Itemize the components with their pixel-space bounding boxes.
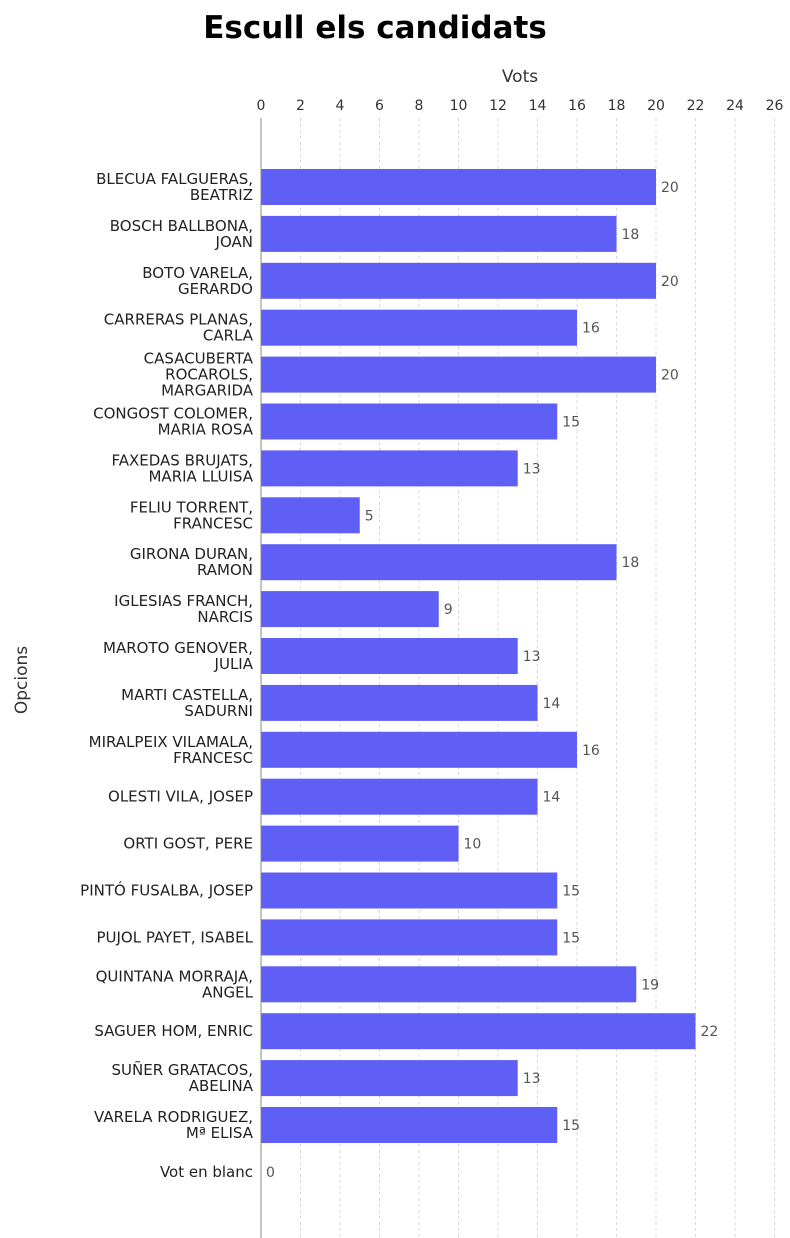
category-label: Vot en blanc [160,1163,253,1181]
category-label: FAXEDAS BRUJATS, MARIA LLUISA [111,451,253,485]
category-label: BOSCH BALLBONA, JOAN [110,217,253,251]
x-tick-label: 8 [415,98,424,114]
data-label: 16 [582,321,600,337]
data-label: 20 [661,274,679,290]
category-labels: BLECUA FALGUERAS, BEATRIZ BOSCH BALLBONA, J… [80,170,254,1181]
x-tick-label: 10 [450,98,468,114]
x-tick-label: 18 [608,98,626,114]
bar [261,638,518,674]
data-label: 9 [444,602,453,618]
category-label: IGLESIAS FRANCH, NARCIS [114,592,253,626]
bar [261,309,577,346]
chart-title: Escull els candidats [203,10,547,46]
data-label: 13 [523,1071,541,1087]
x-tick-label: 12 [489,98,507,114]
data-label: 15 [562,415,580,431]
x-tick-label: 20 [647,98,665,114]
x-tick-label: 6 [375,98,384,114]
bar [261,403,558,440]
category-label: ORTI GOST, PERE [123,835,253,853]
data-label: 14 [543,790,561,806]
data-label: 10 [464,837,482,853]
category-label: BLECUA FALGUERAS, BEATRIZ [96,170,253,204]
bar [261,169,656,205]
category-label: SAGUER HOM, ENRIC [94,1022,253,1040]
data-label: 20 [661,180,679,196]
bar [261,215,617,252]
bar [261,262,656,299]
category-label: PUJOL PAYET, ISABEL [96,928,253,946]
bar [261,919,558,956]
bar [261,778,538,815]
category-label: MARTI CASTELLA, SADURNI [121,686,253,720]
x-tick-label: 22 [687,98,705,114]
data-label: 20 [661,368,679,384]
category-label: CARRERAS PLANAS, CARLA [104,311,254,345]
x-tick-label: 16 [568,98,586,114]
category-label: MIRALPEIX VILAMALA, FRANCESC [89,733,253,767]
bar [261,684,538,721]
category-label: SUÑER GRATACOS, ABELINA [112,1060,254,1095]
data-label: 14 [543,696,561,712]
data-labels: 20 18 20 16 20 15 13 5 18 9 13 14 16 14 10 15 15 19 22 13 15… [266,180,718,1181]
y-axis-label: Opcions [12,646,32,714]
grid-lines [300,118,775,1238]
data-label: 18 [622,227,640,243]
x-tick-label: 26 [766,98,784,114]
data-label: 15 [562,930,580,946]
category-label: OLESTI VILA, JOSEP [108,788,253,806]
category-label: PINTÓ FUSALBA, JOSEP [80,881,253,900]
bar [261,872,558,909]
category-label: MAROTO GENOVER, JULIA [103,639,254,673]
x-tick-label: 2 [296,98,305,114]
data-label: 18 [622,555,640,571]
bar [261,544,617,581]
data-label: 13 [523,461,541,477]
data-label: 5 [365,508,374,524]
bar [261,825,459,862]
x-tick-label: 14 [529,98,547,114]
bar [261,497,360,534]
category-label: CONGOST COLOMER, MARIA ROSA [93,405,254,439]
data-label: 0 [266,1165,275,1181]
bar [261,591,439,628]
x-tick-labels: 0 2 4 6 8 10 12 14 16 18 20 22 24 26 [257,98,784,114]
data-label: 13 [523,649,541,665]
data-label: 22 [701,1024,719,1040]
data-label: 16 [582,743,600,759]
bar [261,1013,696,1050]
bar [261,1060,518,1097]
bar [261,450,518,487]
data-label: 15 [562,884,580,900]
bars [261,169,696,1143]
x-tick-label: 24 [726,98,744,114]
bar [261,731,577,768]
category-label: QUINTANA MORRAJA, ANGEL [96,967,254,1001]
category-label: BOTO VARELA, GERARDO [142,264,253,298]
bar [261,966,637,1003]
x-tick-label: 4 [336,98,345,114]
x-axis-label: Vots [502,67,538,87]
x-tick-label: 0 [257,98,266,114]
category-label: VARELA RODRIGUEZ, Mª ELISA [94,1108,254,1142]
bar [261,356,656,393]
bar [261,1107,558,1143]
category-label: GIRONA DURAN, RAMON [130,545,253,579]
category-label: FELIU TORRENT, FRANCESC [130,498,253,532]
data-label: 15 [562,1118,580,1134]
data-label: 19 [641,977,659,993]
category-label: CASACUBERTA ROCAROLS, MARGARIDA [144,350,254,400]
